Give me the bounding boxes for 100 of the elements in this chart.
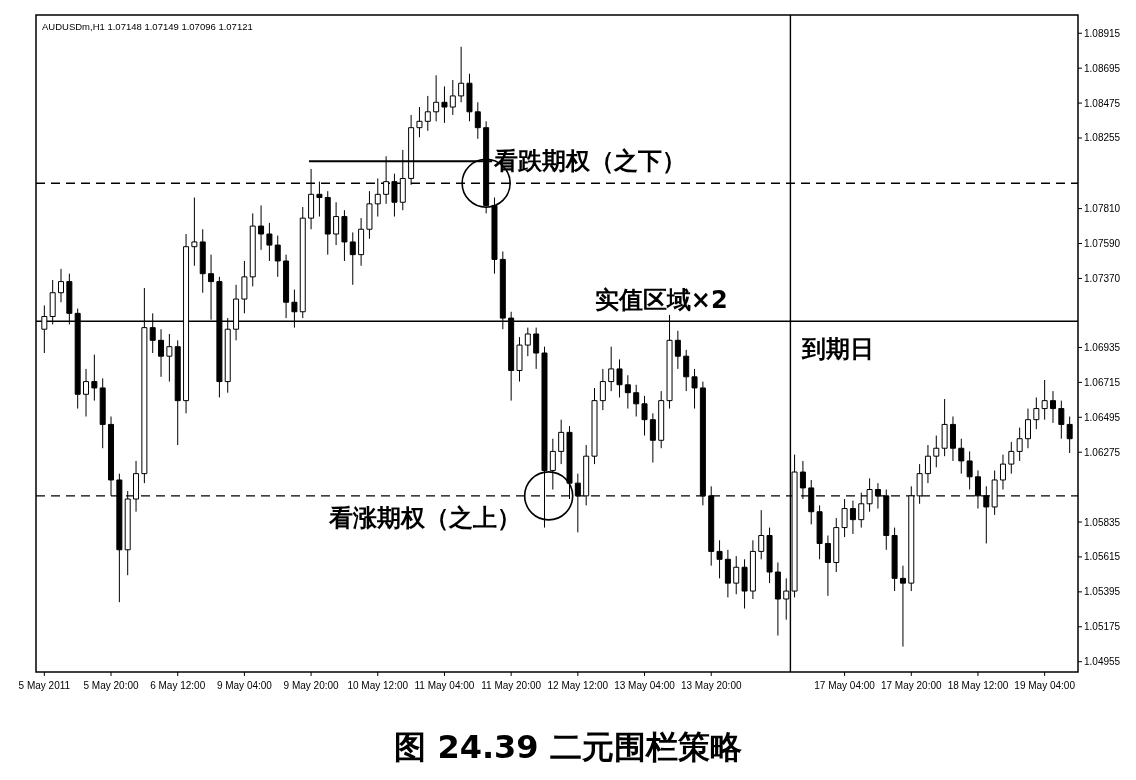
candlestick bbox=[899, 565, 906, 648]
candlestick bbox=[541, 346, 548, 529]
candlestick bbox=[358, 217, 365, 267]
y-tick-label: 1.05835 bbox=[1084, 516, 1121, 528]
candlestick bbox=[758, 509, 765, 560]
note: 看跌期权（之下） bbox=[308, 147, 687, 208]
candlestick bbox=[166, 333, 173, 383]
candlestick bbox=[274, 235, 281, 278]
candlestick bbox=[624, 374, 631, 410]
candlestick bbox=[1024, 408, 1031, 449]
y-tick-label: 1.08475 bbox=[1084, 97, 1121, 109]
candlestick bbox=[124, 490, 131, 576]
candlestick bbox=[708, 485, 715, 567]
candlestick bbox=[591, 387, 598, 465]
y-tick-label: 1.06275 bbox=[1084, 446, 1121, 458]
candlestick bbox=[258, 204, 265, 251]
candlestick bbox=[916, 463, 923, 505]
candlestick bbox=[108, 416, 115, 497]
candlestick bbox=[516, 336, 523, 383]
x-tick-label: 17 May 04:00 bbox=[814, 680, 876, 691]
candlestick bbox=[974, 469, 981, 510]
candlestick bbox=[608, 346, 615, 392]
candlestick bbox=[949, 416, 956, 462]
x-tick-label: 6 May 12:00 bbox=[150, 680, 206, 691]
candlestick bbox=[874, 482, 881, 510]
candlestick bbox=[833, 517, 840, 573]
candlestick bbox=[133, 460, 140, 513]
candlestick bbox=[566, 425, 573, 500]
candlestick bbox=[383, 155, 390, 205]
candlestick bbox=[858, 492, 865, 529]
candlestick bbox=[991, 469, 998, 516]
candlestick bbox=[774, 562, 781, 636]
candlestick bbox=[616, 358, 623, 398]
candlestick bbox=[691, 368, 698, 410]
x-tick-label: 12 May 12:00 bbox=[547, 680, 609, 691]
x-tick-label: 5 May 20:00 bbox=[83, 680, 139, 691]
candlestick bbox=[449, 79, 456, 116]
candlestick bbox=[291, 289, 298, 329]
candlestick bbox=[424, 95, 431, 132]
candlestick bbox=[1041, 379, 1048, 421]
x-tick-label: 17 May 20:00 bbox=[880, 680, 943, 691]
candlestick bbox=[333, 201, 340, 246]
candlestick bbox=[224, 317, 231, 394]
candlestick bbox=[283, 254, 290, 319]
y-tick-label: 1.06715 bbox=[1084, 376, 1121, 388]
candlestick bbox=[199, 228, 206, 294]
candlestick bbox=[399, 149, 406, 211]
candlestick bbox=[183, 233, 190, 414]
candlestick bbox=[524, 327, 531, 357]
candlestick bbox=[674, 330, 681, 370]
candlestick bbox=[174, 339, 181, 446]
x-tick-label: 9 May 04:00 bbox=[216, 680, 273, 691]
candlestick bbox=[83, 368, 90, 417]
candlestick bbox=[658, 390, 665, 449]
candlestick bbox=[474, 101, 481, 140]
x-tick-label: 13 May 20:00 bbox=[680, 680, 742, 691]
candlestick bbox=[149, 312, 156, 354]
candlestick bbox=[966, 450, 973, 490]
candlestick bbox=[49, 279, 56, 325]
candlestick bbox=[299, 206, 306, 319]
candlestick bbox=[558, 419, 565, 465]
candlestick bbox=[749, 539, 756, 600]
candlestick bbox=[1033, 396, 1040, 430]
candlestick bbox=[508, 311, 515, 402]
y-tick-label: 1.08255 bbox=[1084, 132, 1121, 144]
candlestick bbox=[366, 190, 373, 240]
candlestick bbox=[574, 473, 581, 533]
candlestick bbox=[816, 504, 823, 560]
candlestick bbox=[791, 454, 798, 598]
candlestick bbox=[549, 438, 556, 490]
candlestick bbox=[641, 395, 648, 437]
candlestick bbox=[216, 276, 223, 398]
candlestick bbox=[391, 173, 398, 218]
candlestick bbox=[724, 549, 731, 598]
candlestick bbox=[841, 498, 848, 538]
candlestick bbox=[808, 479, 815, 525]
annotation: AUDUSDm,H1 1.07148 1.07149 1.07096 1.07121 bbox=[42, 21, 253, 32]
candlestick bbox=[458, 46, 465, 103]
candlestick bbox=[924, 444, 931, 484]
candlestick bbox=[799, 460, 806, 500]
x-tick-label: 10 May 12:00 bbox=[347, 680, 409, 691]
y-tick-label: 1.05615 bbox=[1084, 551, 1121, 563]
candlestick bbox=[824, 535, 831, 597]
candlestick bbox=[633, 384, 640, 417]
candlestick bbox=[649, 412, 656, 464]
candlestick bbox=[241, 260, 248, 314]
candlestick bbox=[341, 209, 348, 262]
annotation: 到期日 bbox=[801, 334, 875, 363]
candlestick bbox=[683, 349, 690, 392]
x-tick-label: 11 May 20:00 bbox=[481, 680, 542, 691]
candlestick bbox=[441, 85, 448, 124]
candlestick bbox=[433, 74, 440, 122]
candlestick bbox=[599, 368, 606, 411]
candlestick bbox=[933, 435, 940, 468]
candlestick bbox=[849, 500, 856, 535]
candlestick bbox=[91, 354, 98, 402]
text: 图 24.39 二元围栏策略 bbox=[394, 728, 742, 766]
y-tick-label: 1.06935 bbox=[1084, 341, 1121, 353]
candlestick bbox=[783, 577, 790, 621]
candlestick bbox=[1016, 427, 1023, 462]
